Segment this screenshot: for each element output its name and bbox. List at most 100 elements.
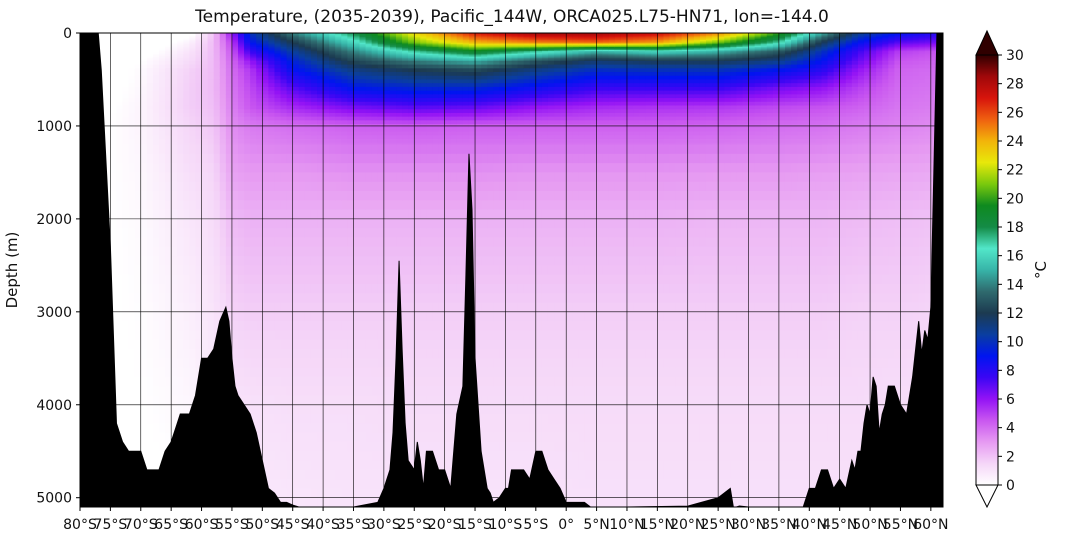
heatmap-cell xyxy=(165,98,172,102)
heatmap-cell xyxy=(311,442,318,452)
heatmap-cell xyxy=(323,488,330,498)
heatmap-cell xyxy=(232,182,239,192)
heatmap-cell xyxy=(159,91,166,95)
heatmap-cell xyxy=(281,105,288,109)
heatmap-cell xyxy=(335,154,342,164)
heatmap-cell xyxy=(335,94,342,98)
heatmap-cell xyxy=(323,109,330,113)
heatmap-cell xyxy=(378,470,385,480)
heatmap-cell xyxy=(384,256,391,266)
heatmap-cell xyxy=(202,330,209,340)
heatmap-cell xyxy=(426,442,433,452)
heatmap-cell xyxy=(384,120,391,124)
heatmap-cell xyxy=(360,94,367,98)
heatmap-cell xyxy=(426,386,433,396)
heatmap-cell xyxy=(281,200,288,210)
heatmap-cell xyxy=(390,72,397,76)
heatmap-cell xyxy=(274,358,281,368)
heatmap-cell xyxy=(141,182,148,192)
heatmap-cell xyxy=(116,200,123,210)
heatmap-cell xyxy=(384,139,391,143)
heatmap-cell xyxy=(274,312,281,322)
heatmap-cell xyxy=(414,368,421,378)
heatmap-cell xyxy=(305,68,312,72)
heatmap-cell xyxy=(335,247,342,257)
heatmap-cell xyxy=(384,303,391,313)
heatmap-cell xyxy=(402,228,409,238)
heatmap-cell xyxy=(189,128,196,132)
heatmap-cell xyxy=(372,349,379,359)
heatmap-cell xyxy=(232,228,239,238)
heatmap-cell xyxy=(335,120,342,124)
heatmap-cell xyxy=(366,113,373,117)
heatmap-cell xyxy=(256,303,263,313)
heatmap-cell xyxy=(317,139,324,143)
heatmap-cell xyxy=(366,154,373,164)
heatmap-cell xyxy=(293,256,300,266)
heatmap-cell xyxy=(141,79,148,83)
heatmap-cell xyxy=(426,117,433,121)
heatmap-cell xyxy=(372,321,379,331)
heatmap-cell xyxy=(268,139,275,143)
heatmap-cell xyxy=(226,105,233,109)
heatmap-cell xyxy=(183,275,190,285)
heatmap-cell xyxy=(256,117,263,121)
heatmap-cell xyxy=(378,117,385,121)
heatmap-cell xyxy=(353,414,360,424)
heatmap-cell xyxy=(268,303,275,313)
heatmap-cell xyxy=(439,154,446,164)
heatmap-cell xyxy=(299,128,306,132)
heatmap-cell xyxy=(135,191,142,201)
heatmap-cell xyxy=(323,154,330,164)
heatmap-cell xyxy=(353,405,360,415)
heatmap-cell xyxy=(384,145,391,155)
heatmap-cell xyxy=(208,247,215,257)
heatmap-cell xyxy=(390,113,397,117)
heatmap-cell xyxy=(244,358,251,368)
heatmap-cell xyxy=(123,68,130,72)
heatmap-cell xyxy=(281,349,288,359)
heatmap-cell xyxy=(439,79,446,83)
heatmap-cell xyxy=(426,247,433,257)
heatmap-cell xyxy=(420,182,427,192)
heatmap-cell xyxy=(432,377,439,387)
heatmap-cell xyxy=(347,83,354,87)
heatmap-cell xyxy=(341,479,348,489)
heatmap-cell xyxy=(171,91,178,95)
heatmap-cell xyxy=(396,65,403,69)
heatmap-cell xyxy=(232,200,239,210)
heatmap-cell xyxy=(445,210,452,220)
heatmap-cell xyxy=(238,79,245,83)
heatmap-cell xyxy=(141,293,148,303)
heatmap-cell xyxy=(250,275,257,285)
heatmap-cell xyxy=(268,275,275,285)
heatmap-cell xyxy=(238,135,245,139)
heatmap-cell xyxy=(311,414,318,424)
heatmap-cell xyxy=(372,284,379,294)
heatmap-cell xyxy=(220,139,227,143)
heatmap-cell xyxy=(293,433,300,443)
heatmap-cell xyxy=(341,219,348,229)
heatmap-cell xyxy=(360,154,367,164)
heatmap-cell xyxy=(220,61,227,65)
heatmap-cell xyxy=(335,182,342,192)
heatmap-cell xyxy=(293,163,300,173)
heatmap-cell xyxy=(244,135,251,139)
heatmap-cell xyxy=(384,377,391,387)
heatmap-cell xyxy=(353,109,360,113)
heatmap-cell xyxy=(268,377,275,387)
heatmap-cell xyxy=(293,395,300,405)
heatmap-cell xyxy=(432,247,439,257)
heatmap-cell xyxy=(378,247,385,257)
heatmap-cell xyxy=(244,139,251,143)
heatmap-cell xyxy=(274,109,281,113)
heatmap-cell xyxy=(360,433,367,443)
heatmap-cell xyxy=(347,87,354,91)
heatmap-cell xyxy=(147,349,154,359)
heatmap-cell xyxy=(402,109,409,113)
heatmap-cell xyxy=(244,340,251,350)
heatmap-cell xyxy=(341,349,348,359)
heatmap-cell xyxy=(208,65,215,69)
heatmap-cell xyxy=(305,109,312,113)
heatmap-cell xyxy=(378,200,385,210)
